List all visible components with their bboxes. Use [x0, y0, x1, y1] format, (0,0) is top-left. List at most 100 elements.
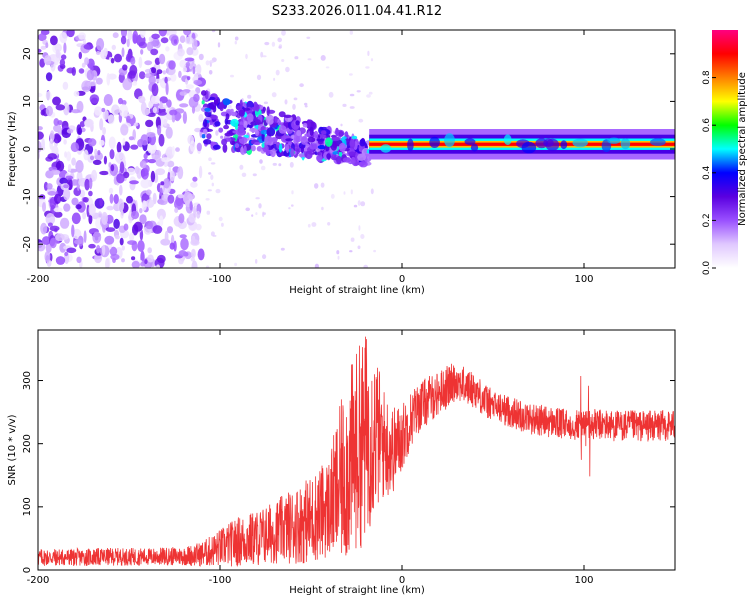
- spectrogram-cell: [193, 205, 197, 218]
- spectrogram-cell: [122, 137, 126, 146]
- spectrogram-cell: [358, 118, 364, 123]
- spectrogram-cell: [264, 135, 272, 146]
- spectrogram-cell: [306, 36, 311, 39]
- spectrogram-cell: [170, 73, 177, 82]
- spectrogram-cell: [109, 149, 115, 160]
- spectrogram-cell: [121, 258, 125, 263]
- spectrogram-cell: [99, 197, 103, 207]
- spectrogram-cell: [290, 148, 295, 157]
- spectrogram-cell: [203, 119, 208, 128]
- spectrogram-cell: [157, 125, 162, 136]
- spectrogram-cell: [203, 139, 212, 145]
- spectrogram-cell: [302, 123, 308, 128]
- spectrogram-cell: [349, 73, 353, 76]
- spectrogram-cell: [101, 107, 106, 113]
- spectrogram-cell: [326, 153, 331, 160]
- spectrogram-cell: [38, 92, 43, 98]
- spectrogram-cell: [201, 100, 205, 105]
- spectrogram-cell: [266, 127, 276, 137]
- colorbar-tick-label: 0.8: [702, 70, 712, 85]
- spectrogram-cell: [105, 227, 116, 233]
- spectrogram-cell: [205, 265, 210, 268]
- spectrogram-cell: [316, 138, 325, 142]
- spectrogram-cell: [535, 138, 548, 149]
- spectrogram-cell: [59, 58, 66, 67]
- spectrogram-cell: [66, 247, 77, 254]
- spectrogram-cell: [84, 57, 90, 65]
- spectrogram-cell: [264, 41, 270, 46]
- spectrogram-cell: [126, 38, 130, 48]
- spectrogram-cell: [120, 35, 127, 45]
- spectrogram-cell: [185, 61, 191, 67]
- spectrogram-cell: [343, 191, 346, 195]
- spectrogram-cell: [55, 256, 66, 265]
- spectrogram-cell: [71, 109, 81, 114]
- spectrogram-cell: [180, 237, 189, 251]
- spectrogram-cell: [164, 230, 169, 244]
- spectrogram-cell: [620, 138, 631, 150]
- spectrogram-cell: [89, 177, 93, 190]
- spectrogram-cell: [129, 232, 135, 241]
- spectrogram-cell: [321, 206, 324, 211]
- snr-x-axis: -200 -100 0 100: [27, 330, 594, 586]
- y-tick-label: 300: [22, 371, 33, 390]
- spectrogram-cell: [259, 159, 263, 164]
- spectrogram-cell: [224, 118, 229, 126]
- spectrogram-cell: [237, 136, 243, 139]
- spectrogram-cell: [243, 120, 248, 129]
- spectrogram-cell: [156, 69, 163, 75]
- spectrogram-cell: [186, 47, 194, 56]
- spectrogram-cell: [373, 249, 376, 253]
- spectrogram-cell: [120, 124, 129, 136]
- spectrogram-cell: [63, 139, 67, 145]
- spectrogram-cell: [113, 218, 120, 229]
- spectrogram-cell: [174, 207, 179, 213]
- spectrogram-cell: [294, 56, 299, 60]
- spectrogram-cell: [330, 193, 335, 199]
- spectrogram-cell: [156, 254, 166, 264]
- spectrogram-cell: [191, 248, 196, 259]
- colorbar-scale: [712, 30, 738, 268]
- spectrogram-cell: [179, 35, 186, 43]
- spectrogram-cell: [122, 64, 128, 71]
- spectrogram-cell: [234, 262, 238, 267]
- spectrogram-cell: [64, 151, 68, 158]
- spectrogram-cell: [67, 164, 72, 172]
- spectrogram-cell: [147, 254, 154, 263]
- spectrogram-cell: [198, 165, 203, 179]
- spectrogram-cell: [100, 49, 107, 60]
- spectrogram-cell: [235, 105, 243, 110]
- spectrogram-cell: [280, 247, 285, 251]
- snr-y-axis: 0 100 200 300: [22, 371, 675, 573]
- spectrogram-cell: [252, 173, 257, 177]
- spectrogram-cell: [208, 70, 213, 75]
- spectrogram-cell: [116, 141, 122, 154]
- spectrogram-cell: [127, 30, 133, 41]
- x-tick-label: -100: [209, 274, 232, 285]
- spectrogram-cell: [182, 191, 193, 205]
- spectrogram-cell: [168, 60, 176, 70]
- spectrogram-cell: [349, 250, 353, 253]
- spectrogram-cell: [108, 136, 116, 149]
- spectrogram-cell: [173, 39, 178, 44]
- spectrogram-cell: [320, 130, 327, 135]
- spectrogram-cell: [120, 30, 128, 38]
- spectrogram-cell: [78, 32, 86, 40]
- spectrogram-cell: [278, 143, 283, 153]
- spectrogram-cell: [66, 128, 74, 134]
- spectrogram-cell: [196, 142, 202, 152]
- spectrogram-cell: [73, 239, 83, 245]
- spectrogram-cell: [121, 245, 126, 251]
- spectrogram-cell: [171, 114, 176, 123]
- spectrogram-cell: [144, 259, 148, 265]
- spectrogram-cell: [83, 230, 87, 243]
- spectrogram-cell: [210, 162, 216, 165]
- spectrogram-cell: [305, 150, 313, 160]
- spectrogram-cell: [53, 133, 61, 144]
- spectrogram-cell: [275, 69, 280, 76]
- spectrogram-cell: [140, 49, 144, 55]
- spectrogram-cell: [342, 103, 347, 107]
- spectrogram-cell: [156, 208, 166, 221]
- spectrogram-cell: [208, 172, 212, 175]
- spectrogram-cell: [300, 145, 304, 154]
